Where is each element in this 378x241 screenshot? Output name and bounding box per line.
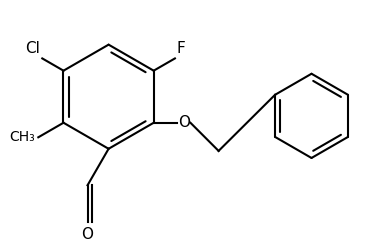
Text: F: F [177, 41, 185, 56]
Text: CH₃: CH₃ [9, 130, 35, 144]
Text: O: O [178, 115, 190, 130]
Text: O: O [82, 227, 93, 241]
Text: Cl: Cl [25, 41, 40, 56]
